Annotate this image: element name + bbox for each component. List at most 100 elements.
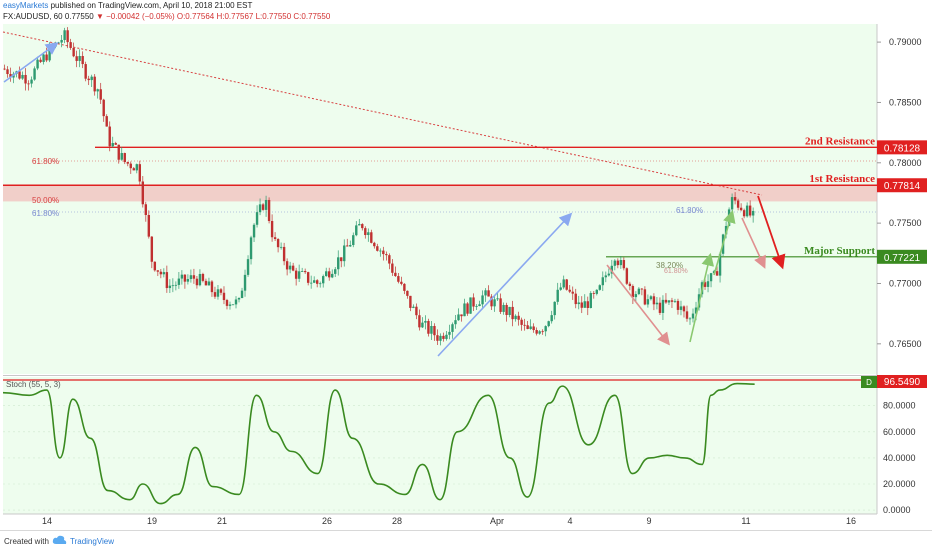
- candle: [183, 274, 187, 289]
- candle: [442, 332, 445, 342]
- candle: [309, 275, 313, 289]
- candle: [255, 205, 259, 228]
- candle: [493, 295, 496, 312]
- candle: [93, 74, 96, 96]
- price-tick-label: 0.79000: [889, 37, 922, 47]
- candle: [135, 163, 138, 174]
- candle: [249, 235, 253, 265]
- candle: [231, 304, 235, 306]
- candle: [174, 281, 178, 291]
- candle: [18, 66, 21, 80]
- tradingview-link[interactable]: TradingView: [70, 537, 115, 546]
- arrow-red-1: [757, 195, 786, 270]
- candle: [484, 288, 487, 302]
- candle: [532, 323, 535, 333]
- candle: [676, 298, 680, 315]
- candle: [592, 291, 595, 299]
- candle: [595, 289, 598, 296]
- candle: [748, 200, 752, 218]
- fib-label-5: 38.20%: [656, 261, 683, 270]
- candle: [613, 259, 617, 271]
- candle: [27, 80, 30, 91]
- candle: [661, 295, 665, 320]
- fib-label-6: 61.80%: [664, 268, 688, 275]
- candle: [619, 256, 623, 269]
- candle: [382, 246, 385, 261]
- fib-label-3: 61.80%: [32, 209, 59, 218]
- candle: [24, 68, 27, 91]
- tradingview-cloud-icon: [52, 534, 68, 548]
- candle: [276, 238, 280, 253]
- time-tick-label: 21: [217, 516, 227, 526]
- candle: [436, 329, 439, 345]
- candle: [237, 297, 241, 303]
- candle: [652, 293, 656, 311]
- candle: [156, 270, 160, 277]
- candle: [105, 114, 108, 127]
- candle: [601, 271, 605, 292]
- time-tick-label: 28: [392, 516, 402, 526]
- arrow-pink-1: [606, 264, 670, 346]
- candle: [481, 290, 484, 310]
- candle: [120, 146, 123, 161]
- level-label: Major Support: [804, 245, 875, 257]
- candle: [222, 286, 226, 305]
- candle: [252, 223, 256, 242]
- level-price-value: 0.77814: [884, 181, 921, 192]
- time-tick-label: 4: [567, 516, 572, 526]
- candle: [207, 277, 211, 286]
- arrow-blue-2: [437, 212, 573, 357]
- candle: [391, 259, 394, 276]
- candle: [132, 167, 135, 171]
- candle: [673, 298, 677, 303]
- candle: [565, 278, 568, 291]
- candle: [559, 282, 562, 291]
- candle: [643, 286, 647, 306]
- time-tick-label: 14: [42, 516, 52, 526]
- publisher-link[interactable]: easyMarkets: [3, 1, 49, 10]
- price-tick-label: 0.78500: [889, 97, 922, 107]
- candle: [667, 300, 671, 305]
- candle: [394, 266, 397, 277]
- candle: [604, 271, 608, 283]
- candle: [736, 198, 740, 211]
- candle: [126, 161, 129, 167]
- candle: [297, 264, 301, 283]
- candle: [502, 302, 505, 315]
- candle: [580, 296, 583, 314]
- level-price-tag: [877, 140, 927, 155]
- candle: [264, 195, 268, 217]
- time-tick-label: 26: [322, 516, 332, 526]
- candle: [664, 293, 668, 304]
- candle: [646, 294, 650, 308]
- arrow-green-1: [689, 252, 715, 343]
- candle: [114, 141, 117, 146]
- candle: [267, 197, 271, 224]
- arrow-green-2: [713, 209, 736, 276]
- candle: [424, 315, 427, 330]
- candle: [733, 192, 737, 205]
- candle: [499, 293, 502, 315]
- candle: [96, 88, 99, 99]
- candle: [511, 300, 514, 327]
- candle: [403, 283, 406, 295]
- candle: [640, 288, 644, 296]
- candle: [66, 27, 69, 49]
- header-line-2: FX:AUDUSD, 60 0.77550 ▼ −0.00042 (−0.05%…: [3, 12, 330, 21]
- stoch-value: 96.5490: [884, 377, 921, 388]
- candle: [490, 294, 493, 310]
- candle: [706, 274, 710, 293]
- candle: [210, 280, 214, 297]
- time-tick-label: 9: [646, 516, 651, 526]
- level-price-tag: [877, 249, 927, 264]
- candle: [562, 275, 565, 290]
- candle: [294, 267, 298, 286]
- candle: [406, 290, 409, 299]
- candle: [529, 319, 532, 330]
- candle: [541, 329, 544, 335]
- price-tick-label: 0.77500: [889, 218, 922, 228]
- candle: [30, 76, 33, 88]
- candle: [111, 136, 114, 148]
- time-tick-label: 19: [147, 516, 157, 526]
- candle: [745, 202, 749, 218]
